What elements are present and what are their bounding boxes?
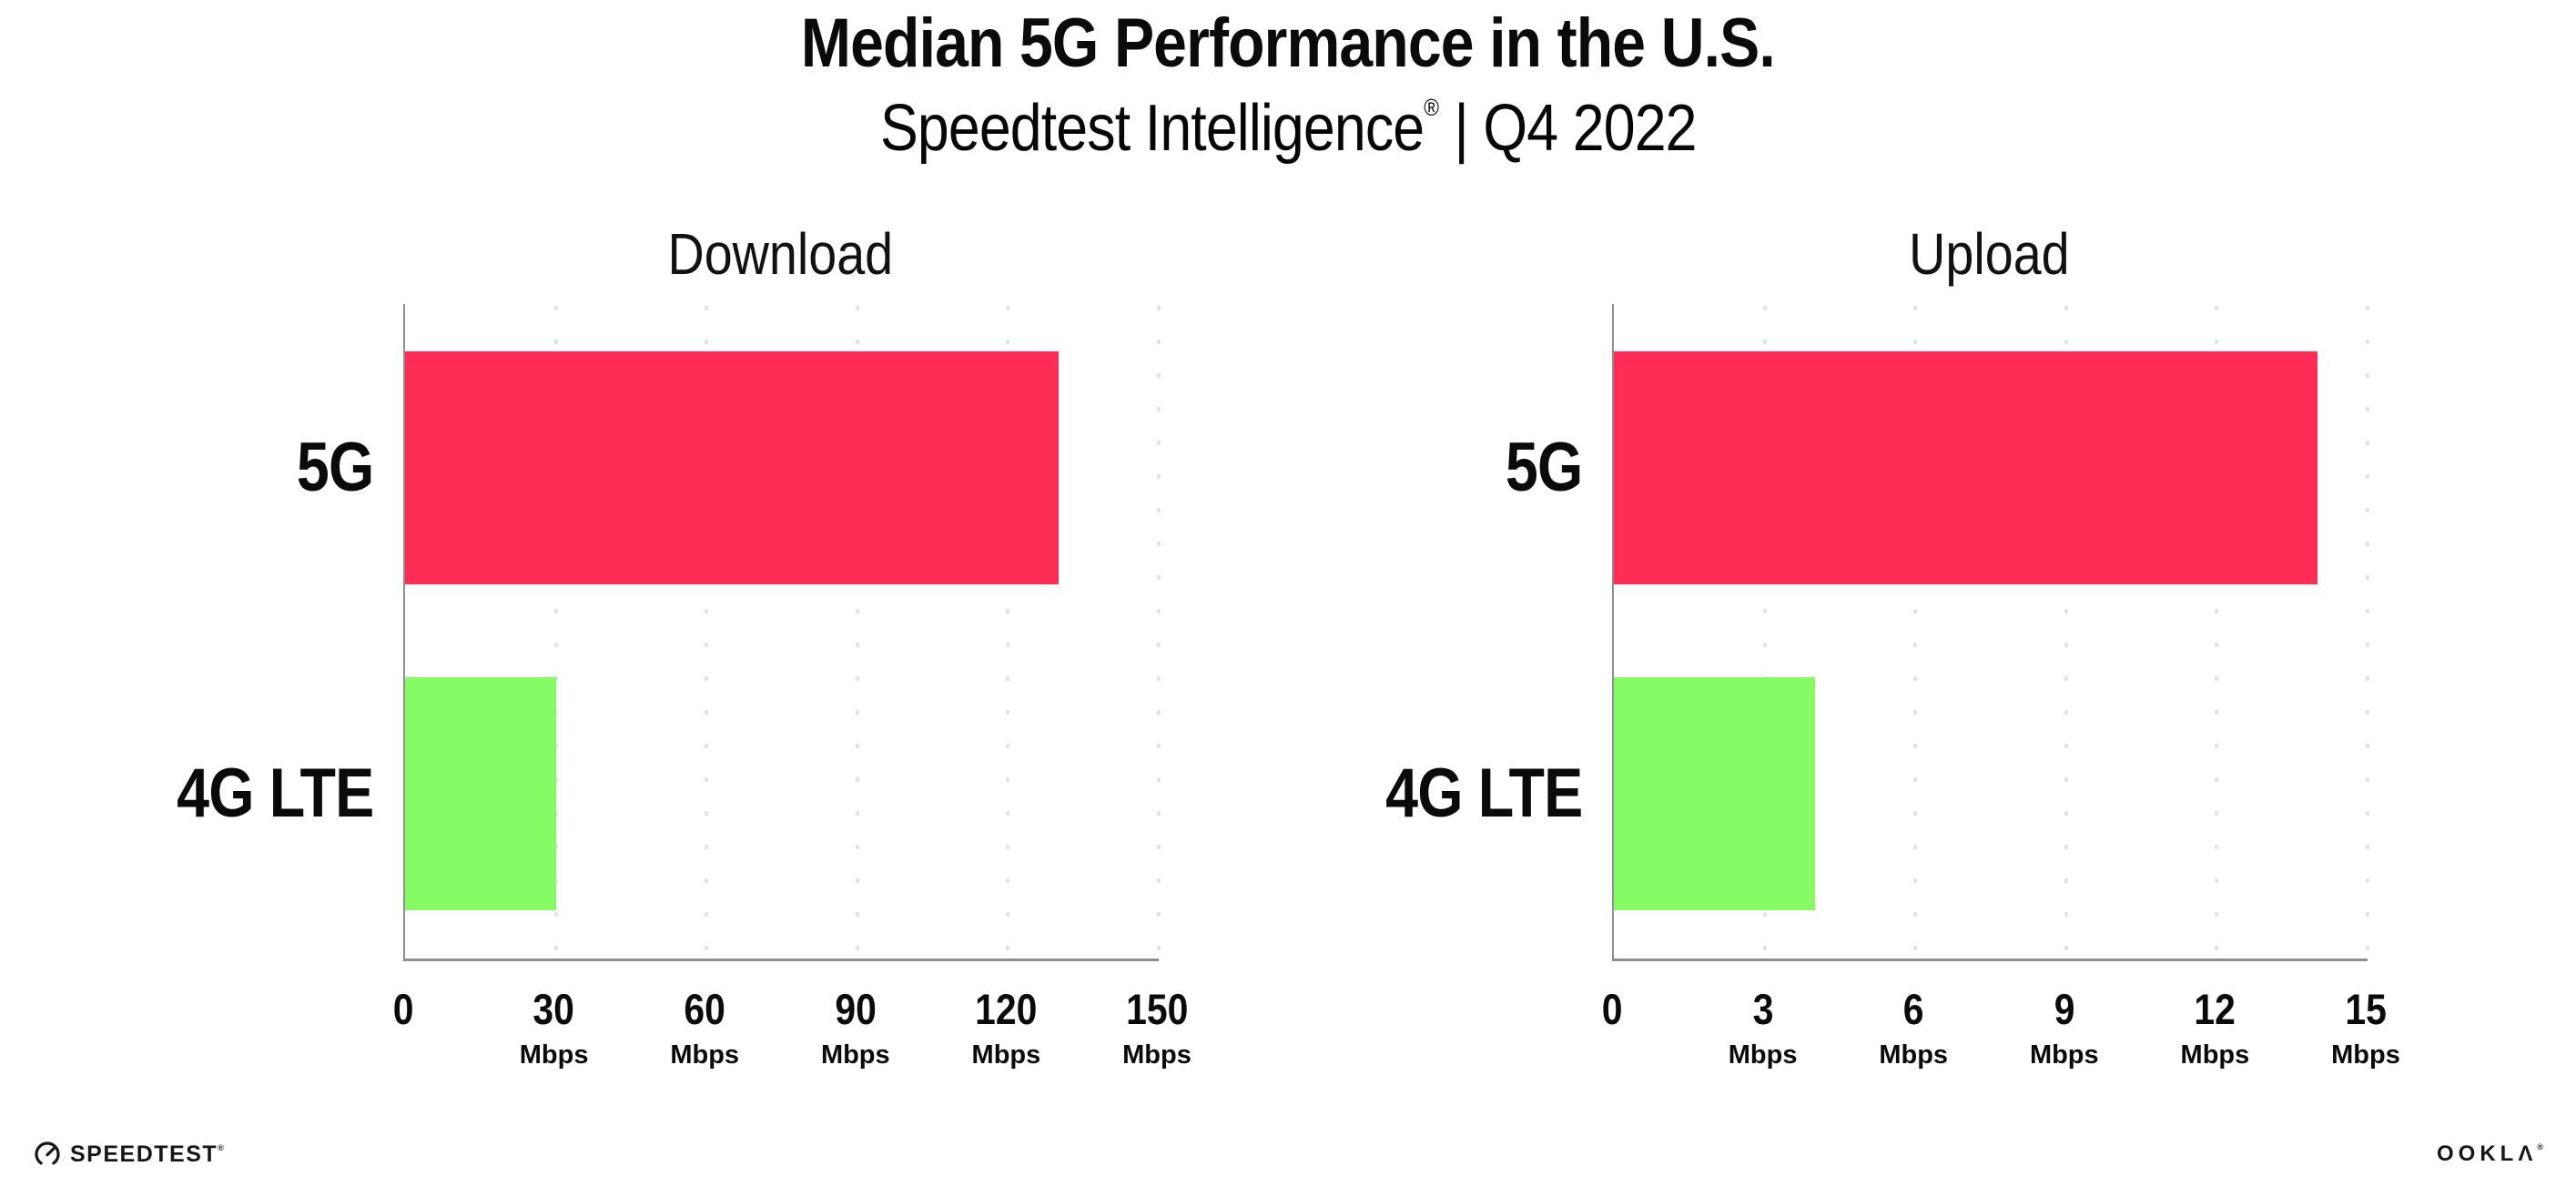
tick-value: 12: [2194, 985, 2236, 1033]
download-chart: Download 5G 4G LTE 0 30 Mbps 60 Mbps 90 Mbps 120…: [0, 218, 1192, 1138]
x-tick-12: 12 Mbps: [2142, 985, 2287, 1070]
speedtest-trademark: ®: [218, 1142, 224, 1152]
speedtest-logo: SPEEDTEST®: [33, 1140, 224, 1169]
tick-value: 0: [1601, 985, 1623, 1033]
tick-value: 0: [392, 985, 414, 1033]
tick-unit: Mbps: [670, 1040, 740, 1070]
tick-value: 150: [1125, 985, 1189, 1033]
category-label-4g-lte: 4G LTE: [176, 755, 374, 832]
x-tick-150: 150 Mbps: [1084, 985, 1230, 1070]
x-tick-120: 120 Mbps: [933, 985, 1079, 1070]
ookla-trademark: ®: [2537, 1142, 2543, 1151]
bar-5g: [405, 351, 1059, 584]
page-subtitle: Speedtest Intelligence® | Q4 2022: [0, 91, 2576, 166]
gridline-3: [1762, 306, 1767, 973]
x-tick-60: 60 Mbps: [632, 985, 777, 1070]
gridline-30: [553, 306, 558, 973]
gridline-150: [1157, 306, 1161, 973]
category-label-4g-lte: 4G LTE: [1384, 755, 1583, 832]
tick-value: 6: [1902, 985, 1924, 1033]
tick-unit: Mbps: [2331, 1040, 2400, 1070]
gridline-90: [855, 306, 859, 973]
subtitle-product: Speedtest Intelligence: [879, 92, 1425, 165]
tick-value: 90: [835, 985, 877, 1033]
x-tick-30: 30 Mbps: [482, 985, 627, 1070]
registered-trademark-symbol: ®: [1423, 94, 1439, 121]
ookla-logo: OOKLΛ®: [2437, 1141, 2543, 1167]
subtitle-period: | Q4 2022: [1438, 92, 1697, 165]
speedtest-wordmark: SPEEDTEST®: [70, 1141, 224, 1167]
page-title: Median 5G Performance in the U.S.: [0, 4, 2576, 83]
plot-area: [1612, 304, 2369, 973]
page-title-text: Median 5G Performance in the U.S.: [801, 5, 1776, 82]
ookla-wordmark: OOKLΛ: [2437, 1141, 2538, 1166]
chart-title-upload: Upload: [1908, 221, 2070, 287]
tick-unit: Mbps: [2029, 1040, 2099, 1070]
x-tick-9: 9 Mbps: [1992, 985, 2137, 1070]
gridline-120: [1006, 306, 1010, 973]
tick-unit: Mbps: [820, 1040, 890, 1070]
tick-value: 30: [532, 985, 575, 1033]
gridline-12: [2215, 306, 2219, 973]
x-tick-0: 0: [1539, 988, 1685, 1031]
x-tick-90: 90 Mbps: [783, 985, 928, 1070]
tick-unit: Mbps: [2180, 1040, 2250, 1070]
x-tick-3: 3 Mbps: [1690, 985, 1836, 1070]
chart-title-download: Download: [667, 221, 893, 287]
tick-unit: Mbps: [519, 1040, 589, 1070]
plot-area: [403, 304, 1161, 973]
page-subtitle-text: Speedtest Intelligence® | Q4 2022: [879, 91, 1698, 166]
gridline-60: [705, 306, 709, 973]
tick-value: 15: [2345, 985, 2387, 1033]
speedtest-gauge-icon: [35, 1141, 60, 1165]
gridline-9: [2064, 306, 2068, 973]
tick-value: 3: [1752, 985, 1773, 1033]
tick-unit: Mbps: [1122, 1040, 1192, 1070]
bar-5g: [1614, 351, 2317, 584]
category-label-5g: 5G: [296, 429, 374, 506]
tick-unit: Mbps: [1728, 1040, 1798, 1070]
tick-value: 60: [684, 985, 725, 1033]
x-tick-6: 6 Mbps: [1841, 985, 1986, 1070]
bar-4g-lte: [405, 677, 556, 910]
bar-4g-lte: [1614, 677, 1815, 910]
x-tick-0: 0: [330, 988, 476, 1031]
gridline-6: [1913, 306, 1918, 973]
tick-unit: Mbps: [971, 1040, 1041, 1070]
category-label-5g: 5G: [1505, 429, 1583, 506]
tick-value: 120: [975, 985, 1038, 1033]
tick-value: 9: [2054, 985, 2075, 1033]
upload-chart: Upload 5G 4G LTE 0 3 Mbps 6 Mbps 9 Mbps 12 Mbps 15…: [1209, 218, 2400, 1138]
x-tick-15: 15 Mbps: [2293, 985, 2439, 1070]
tick-unit: Mbps: [1879, 1040, 1949, 1070]
gridline-15: [2366, 306, 2369, 973]
